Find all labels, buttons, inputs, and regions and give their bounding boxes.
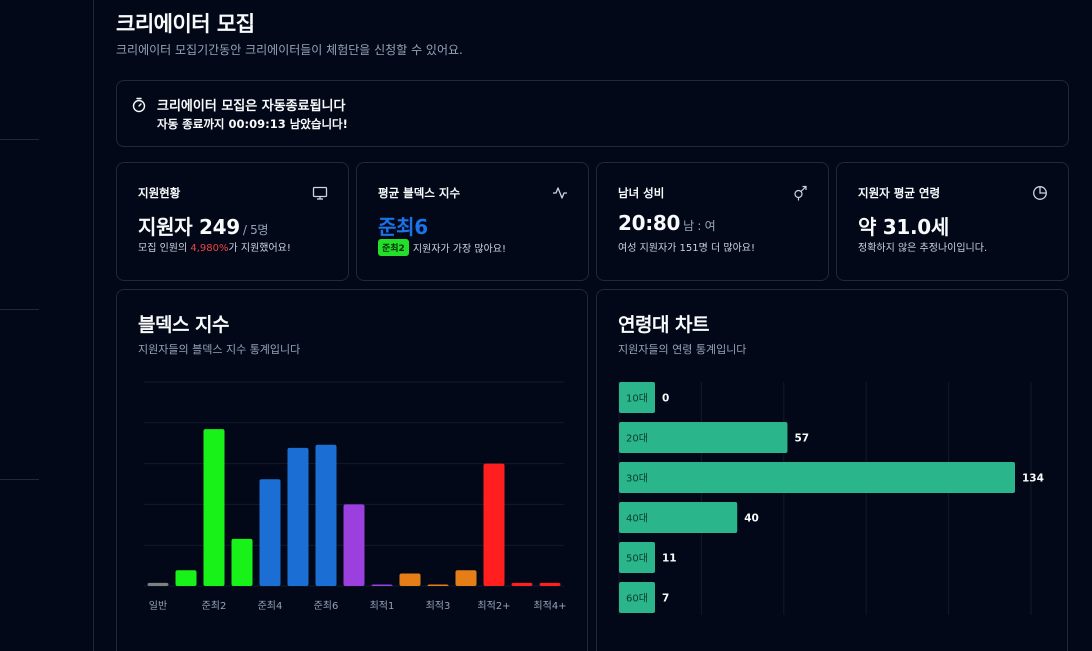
- stat-description: 여성 지원자가 151명 더 많아요!: [618, 243, 756, 254]
- data-label: 134: [1022, 473, 1044, 485]
- stat-main: 20:80: [618, 211, 681, 235]
- stat-unit: / 5명: [242, 223, 269, 237]
- data-label: 57: [794, 433, 809, 445]
- bar-준최2[interactable]: [203, 429, 225, 586]
- stat-desc-suffix: 가 지원했어요!: [228, 243, 291, 254]
- x-tick-label: 최적4+: [533, 600, 566, 612]
- panel-title: 블덱스 지수: [138, 314, 230, 336]
- y-tick-label: 40대: [626, 513, 648, 525]
- data-label: 0: [662, 393, 669, 405]
- bar-최적4+[interactable]: [539, 582, 561, 586]
- activity-icon: [553, 187, 567, 199]
- sidebar-divider: [0, 479, 39, 480]
- stat-description: 정확하지 않은 추정나이입니다.: [858, 243, 988, 254]
- stat-value: 20:80 남 : 여: [618, 211, 716, 235]
- bar-준최7[interactable]: [343, 504, 365, 586]
- stat-main: 지원자 249: [138, 215, 240, 239]
- data-label: 40: [744, 513, 759, 525]
- x-tick-label: 최적2+: [477, 600, 510, 612]
- monitor-icon: [312, 186, 328, 200]
- x-tick-label: 최적1: [370, 600, 395, 612]
- stat-description: 준최2 지원자가 가장 많아요!: [378, 239, 506, 256]
- page-subtitle: 크리에이터 모집기간동안 크리에이터들이 체험단을 신청할 수 있어요.: [116, 43, 463, 57]
- age-panel: 연령대 차트 지원자들의 연령 통계입니다 10대 0 20대 57 30대 134 40대…: [596, 289, 1068, 651]
- stat-card-gender-ratio: 남녀 성비 20:80 남 : 여 여성 지원자가 151명 더 많아요!: [596, 162, 829, 281]
- sidebar-divider: [0, 139, 39, 140]
- age-bar-chart: 10대 0 20대 57 30대 134 40대 40 50대 11 60대 7: [618, 382, 1044, 615]
- panel-subtitle: 지원자들의 블덱스 지수 통계입니다: [138, 343, 301, 356]
- pie-chart-icon: [1033, 186, 1047, 200]
- stat-main: 준최6: [378, 215, 428, 239]
- bar-최적1[interactable]: [371, 584, 393, 587]
- alert-title: 크리에이터 모집은 자동종료됩니다: [157, 99, 346, 114]
- x-tick-label: 최적3: [426, 600, 451, 612]
- bar-60대[interactable]: [619, 582, 655, 613]
- bar-준최4[interactable]: [259, 479, 281, 586]
- stat-description: 모집 인원의 4,980%가 지원했어요!: [138, 239, 291, 254]
- y-tick-label: 50대: [626, 553, 648, 565]
- bar-최적2[interactable]: [399, 573, 421, 586]
- x-tick-label: 준최4: [258, 600, 283, 612]
- y-tick-label: 20대: [626, 433, 648, 445]
- blogdex-bar-chart: 일반 준최2 준최4 준최6 최적1 최적3 최적2+ 최적4+: [144, 381, 567, 612]
- stat-title: 지원현황: [138, 186, 181, 200]
- bar-최적3[interactable]: [427, 584, 449, 587]
- gender-icon: [794, 185, 807, 201]
- stat-title: 남녀 성비: [618, 186, 665, 200]
- countdown: 00:09:13: [228, 117, 286, 131]
- stat-card-average-age: 지원자 평균 연령 약 31.0세 정확하지 않은 추정나이입니다.: [836, 162, 1069, 281]
- timer-icon: [132, 97, 146, 113]
- data-label: 11: [662, 553, 677, 565]
- alert-description: 자동 종료까지 00:09:13 남았습니다!: [157, 116, 348, 132]
- data-label: 7: [662, 593, 669, 605]
- bar-준최6[interactable]: [315, 444, 337, 586]
- bar-10대[interactable]: [619, 382, 655, 413]
- x-tick-label: 일반: [149, 600, 167, 612]
- stat-unit: 남 : 여: [683, 219, 716, 233]
- bar-40대[interactable]: [619, 502, 738, 533]
- bar-최적3+[interactable]: [511, 582, 533, 586]
- bar-일반[interactable]: [147, 582, 169, 586]
- y-tick-label: 30대: [626, 473, 648, 485]
- alert-desc-suffix: 남았습니다!: [285, 117, 348, 131]
- bar-준최5[interactable]: [287, 447, 309, 586]
- stat-title: 평균 블덱스 지수: [378, 186, 461, 200]
- x-tick-label: 준최2: [202, 600, 227, 612]
- stat-desc-prefix: 모집 인원의: [138, 243, 191, 254]
- sidebar: [0, 0, 94, 651]
- alert-desc-prefix: 자동 종료까지: [157, 117, 229, 131]
- bar-50대[interactable]: [619, 542, 655, 573]
- bar-최적1+[interactable]: [455, 570, 477, 586]
- bar-준최1[interactable]: [175, 570, 197, 586]
- page-title: 크리에이터 모집: [116, 12, 255, 36]
- y-tick-label: 60대: [626, 593, 648, 605]
- bar-20대[interactable]: [619, 422, 788, 453]
- top-grade-badge: 준최2: [378, 239, 409, 256]
- bar-준최3[interactable]: [231, 538, 253, 586]
- blogdex-panel: 블덱스 지수 지원자들의 블덱스 지수 통계입니다 일반 준최2 준최4 준최6 최적1…: [116, 289, 588, 651]
- stat-card-applicants: 지원현황 지원자 249/ 5명 모집 인원의 4,980%가 지원했어요!: [116, 162, 349, 281]
- auto-close-alert: 크리에이터 모집은 자동종료됩니다 자동 종료까지 00:09:13 남았습니다…: [116, 80, 1069, 147]
- sidebar-divider: [0, 309, 39, 310]
- stat-title: 지원자 평균 연령: [858, 186, 941, 200]
- stat-desc: 지원자가 가장 많아요!: [412, 244, 506, 255]
- stat-card-blogdex: 평균 블덱스 지수 준최6 준최2 지원자가 가장 많아요!: [356, 162, 589, 281]
- y-tick-label: 10대: [626, 393, 648, 405]
- x-tick-label: 준최6: [314, 600, 339, 612]
- stat-main: 약 31.0세: [858, 215, 950, 239]
- panel-subtitle: 지원자들의 연령 통계입니다: [618, 343, 747, 356]
- stat-desc-highlight: 4,980%: [190, 243, 229, 254]
- bar-30대[interactable]: [619, 462, 1015, 493]
- stat-value: 지원자 249/ 5명: [138, 211, 268, 240]
- bar-최적2+[interactable]: [483, 463, 505, 586]
- panel-title: 연령대 차트: [618, 314, 710, 336]
